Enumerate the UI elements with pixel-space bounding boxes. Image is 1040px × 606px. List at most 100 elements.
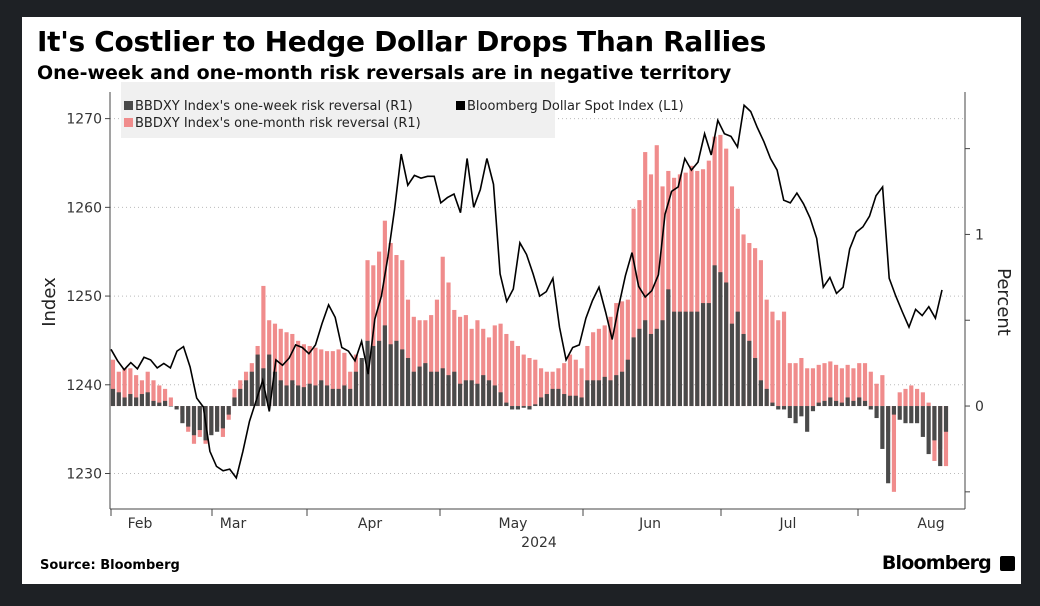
- one-week-bar: [805, 406, 810, 432]
- one-week-bar: [672, 311, 677, 407]
- one-week-bar: [920, 406, 925, 437]
- one-week-bar: [781, 406, 787, 410]
- one-week-bar: [712, 265, 717, 407]
- one-month-bar: [614, 303, 619, 407]
- one-week-bar: [336, 388, 341, 407]
- legend-label-spot: Bloomberg Dollar Spot Index (L1): [467, 99, 684, 114]
- one-week-bar: [423, 363, 428, 407]
- one-week-bar: [747, 340, 752, 407]
- right-axis-label: Percent: [993, 268, 1014, 336]
- one-week-bar: [243, 380, 249, 407]
- one-week-bar: [510, 406, 515, 410]
- gridlines: [110, 118, 965, 475]
- one-week-bar: [249, 371, 254, 407]
- one-month-bar: [510, 340, 515, 407]
- one-week-bar: [538, 397, 544, 407]
- one-month-bar: [301, 344, 306, 407]
- one-month-bar: [486, 337, 492, 407]
- one-week-bar: [828, 397, 833, 407]
- one-month-bar: [857, 363, 862, 407]
- one-week-bar: [319, 380, 324, 407]
- one-month-bar: [741, 234, 746, 407]
- one-month-bar: [261, 285, 266, 407]
- one-month-bar: [388, 243, 393, 407]
- one-month-bar: [764, 299, 769, 407]
- one-week-bar: [700, 303, 706, 407]
- one-week-bar: [481, 375, 486, 407]
- one-week-bar: [793, 406, 798, 424]
- one-month-bar: [943, 406, 949, 467]
- one-week-bar: [909, 406, 914, 424]
- one-week-bar: [926, 406, 931, 455]
- one-month-bar: [926, 402, 931, 407]
- one-month-bar: [706, 160, 711, 407]
- one-week-bar: [371, 345, 376, 407]
- one-week-bar: [394, 340, 399, 407]
- one-week-bar: [614, 375, 619, 407]
- one-week-bar: [139, 394, 145, 407]
- one-month-bar: [602, 325, 607, 407]
- one-week-bar: [458, 383, 463, 407]
- one-week-bar: [886, 406, 891, 484]
- one-month-bar: [660, 186, 665, 407]
- one-month-bar: [342, 352, 347, 407]
- one-week-bar: [573, 395, 578, 407]
- right-axis-ticks: 10: [965, 148, 984, 493]
- one-week-bar: [301, 387, 306, 407]
- one-month-bar: [139, 380, 145, 407]
- one-week-bar: [619, 371, 625, 407]
- one-month-bar: [296, 340, 301, 407]
- one-week-bar: [377, 340, 382, 407]
- one-week-bar: [880, 406, 885, 449]
- one-month-bar: [452, 309, 457, 407]
- one-week-bar: [562, 394, 567, 407]
- one-week-bar: [382, 325, 387, 407]
- one-month-bar: [753, 248, 758, 407]
- one-week-bar: [434, 371, 440, 407]
- one-month-bar: [313, 347, 318, 407]
- one-month-bar: [851, 368, 856, 407]
- one-week-bar: [897, 406, 902, 420]
- one-week-bar: [932, 406, 937, 441]
- one-week-bar: [284, 385, 289, 407]
- one-month-bar: [290, 333, 295, 407]
- one-month-bar: [591, 332, 596, 407]
- one-week-bar: [637, 328, 642, 407]
- one-month-bar: [278, 328, 283, 407]
- one-week-bar: [822, 400, 827, 407]
- x-axis-label: 2024: [521, 535, 557, 551]
- bloomberg-logo: Bloomberg: [881, 552, 992, 574]
- one-month-bar: [799, 357, 804, 407]
- one-week-bar: [695, 311, 700, 407]
- one-week-bar: [238, 388, 243, 407]
- one-week-bar: [556, 388, 561, 407]
- one-week-bar: [654, 328, 659, 407]
- one-week-bar: [463, 380, 468, 407]
- legend-label-month: BBDXY Index's one-month risk reversal (R…: [135, 116, 421, 131]
- one-week-bar: [770, 402, 775, 407]
- one-month-bar: [307, 345, 312, 407]
- one-week-bar: [799, 406, 804, 417]
- one-month-bar: [365, 260, 370, 407]
- left-tick-label: 1230: [66, 467, 102, 483]
- one-week-bar: [267, 354, 272, 407]
- one-week-bar: [307, 383, 312, 407]
- one-week-bar: [816, 402, 821, 407]
- one-month-bar: [429, 315, 434, 407]
- one-week-bar: [324, 385, 330, 407]
- one-week-bar: [753, 357, 758, 407]
- one-month-bar: [909, 385, 914, 407]
- legend: BBDXY Index's one-week risk reversal (R1…: [124, 99, 684, 131]
- one-month-bar: [116, 371, 121, 407]
- one-week-bar: [741, 333, 746, 407]
- one-month-bar: [336, 349, 341, 407]
- one-month-bar: [319, 349, 324, 407]
- one-month-bar: [544, 371, 549, 407]
- one-week-bar: [116, 392, 121, 407]
- one-week-bar: [567, 395, 573, 407]
- one-month-bar: [515, 345, 521, 407]
- one-month-bar: [122, 368, 127, 407]
- one-week-bar: [862, 400, 868, 407]
- one-week-bar: [938, 406, 943, 467]
- one-month-bar: [787, 363, 792, 407]
